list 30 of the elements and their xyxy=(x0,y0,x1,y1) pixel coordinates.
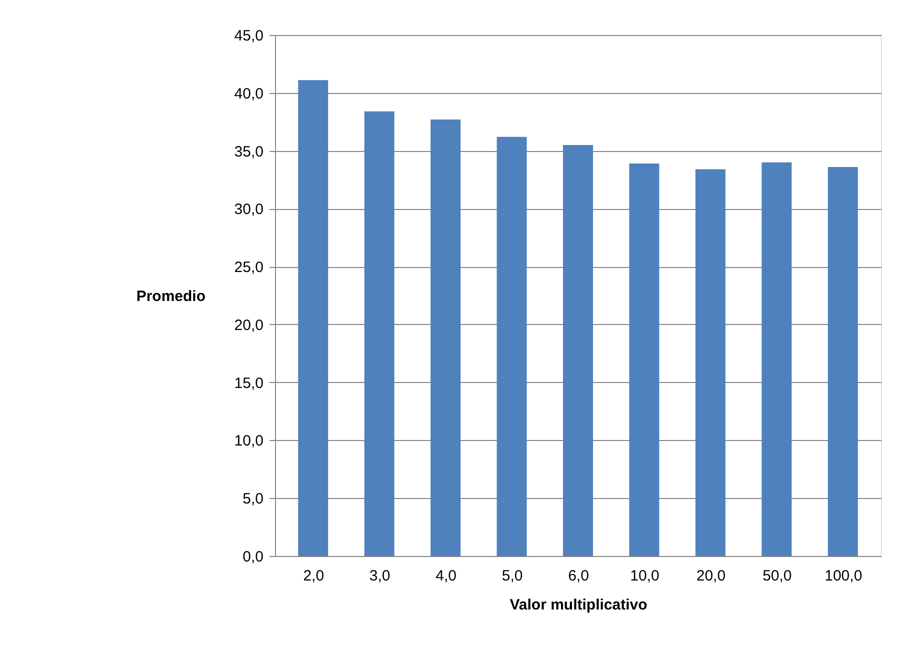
y-tick-label: 0,0 xyxy=(242,548,264,566)
y-tick-label: 10,0 xyxy=(234,432,264,450)
bar xyxy=(762,162,792,556)
bar xyxy=(364,111,394,556)
bar xyxy=(828,166,858,556)
x-tick-label: 50,0 xyxy=(762,568,792,584)
bar xyxy=(629,164,660,556)
y-tick-label: 5,0 xyxy=(242,490,264,508)
bar xyxy=(430,120,461,556)
x-tick-label: 3,0 xyxy=(369,568,390,584)
y-tick-label: 45,0 xyxy=(234,28,264,44)
x-tick-label: 2,0 xyxy=(303,568,324,584)
bar xyxy=(496,136,527,556)
y-tick-label: 30,0 xyxy=(234,201,264,218)
x-axis-title: Valor multiplicativo xyxy=(510,596,648,614)
x-tick-label: 4,0 xyxy=(436,568,456,584)
y-axis-title: Promedio xyxy=(136,288,206,305)
y-tick-label: 35,0 xyxy=(234,143,264,160)
x-tick-label: 10,0 xyxy=(630,568,660,584)
bar xyxy=(298,80,328,556)
x-tick-label: 100,0 xyxy=(824,568,862,584)
bar xyxy=(695,169,726,556)
bar xyxy=(563,144,593,556)
x-tick-label: 6,0 xyxy=(568,568,589,584)
y-tick-label: 20,0 xyxy=(234,316,264,334)
y-tick-label: 15,0 xyxy=(234,374,264,392)
y-tick-label: 25,0 xyxy=(234,259,264,276)
y-tick-label: 40,0 xyxy=(234,85,264,102)
x-tick-label: 5,0 xyxy=(502,568,523,584)
x-tick-label: 20,0 xyxy=(696,568,726,584)
